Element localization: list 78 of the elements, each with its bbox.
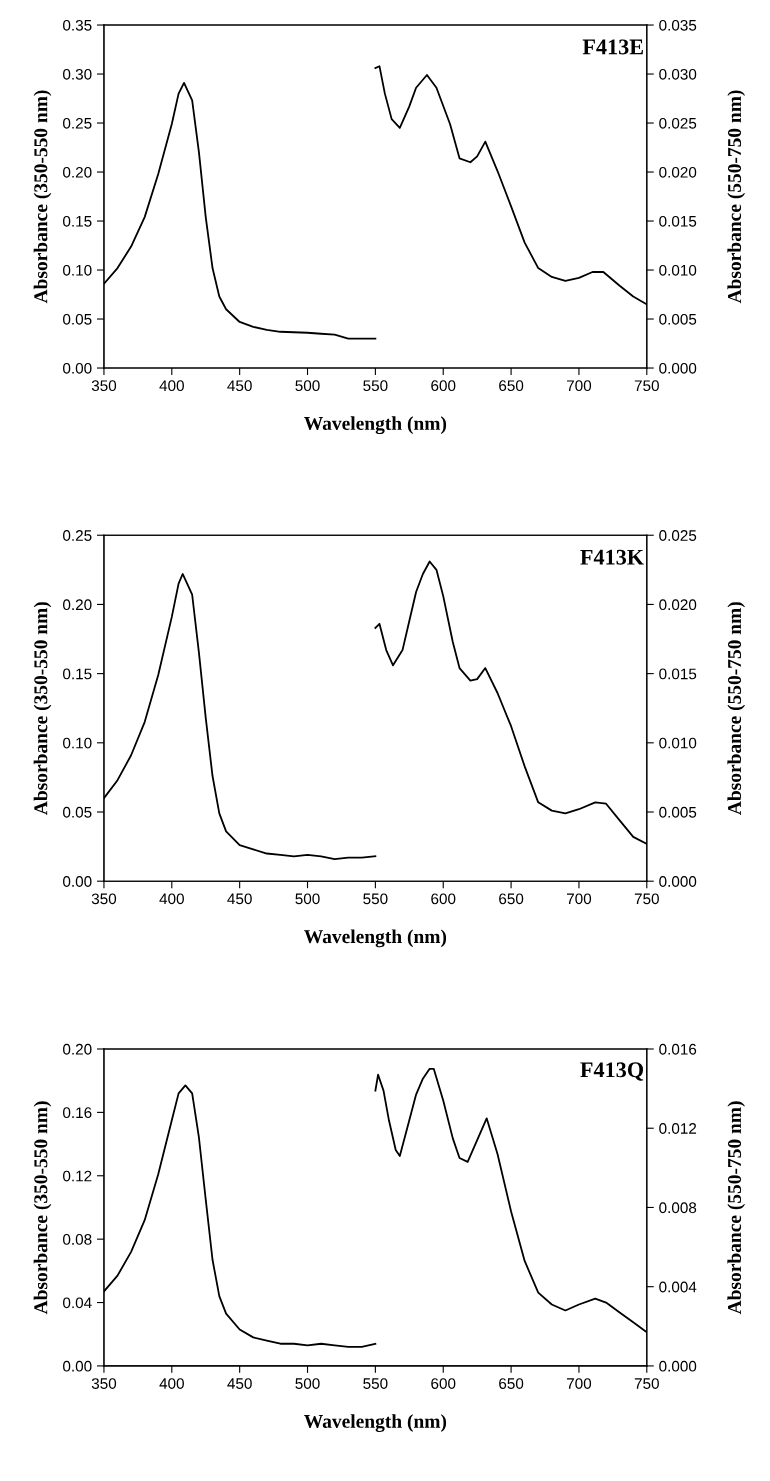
y-tick-label: 0.16 <box>63 1107 92 1119</box>
x-tick-label: 350 <box>91 1378 117 1389</box>
y2-axis-title: Absorbance (550-750 nm) <box>727 602 746 815</box>
y2-tick-label: 0.000 <box>659 876 697 887</box>
x-tick-label: 350 <box>91 380 117 392</box>
x-tick-label: 450 <box>227 893 252 905</box>
y2-tick-label: 0.010 <box>659 264 697 276</box>
y-axis-title: Absorbance (350-550 nm) <box>33 1101 52 1315</box>
x-tick-label: 650 <box>499 893 524 905</box>
y2-tick-label: 0.020 <box>659 166 697 178</box>
y2-tick-label: 0.005 <box>659 313 697 325</box>
y-tick-label: 0.15 <box>63 215 92 227</box>
annotation: F413E <box>582 39 643 55</box>
x-tick-label: 350 <box>91 893 117 905</box>
y-tick-label: 0.00 <box>63 362 92 374</box>
x-tick-label: 500 <box>295 380 320 392</box>
y2-tick-label: 0.030 <box>659 68 697 80</box>
y2-tick-label: 0.008 <box>659 1202 697 1214</box>
x-tick-label: 500 <box>295 1378 320 1389</box>
x-axis-title: Wavelength (nm) <box>304 1414 447 1432</box>
x-tick-label: 750 <box>634 380 659 392</box>
y-tick-label: 0.20 <box>63 599 92 611</box>
y-tick-label: 0.25 <box>63 117 92 129</box>
y-tick-label: 0.25 <box>63 530 92 541</box>
y2-tick-label: 0.025 <box>659 117 697 129</box>
y-tick-label: 0.10 <box>63 737 92 749</box>
x-tick-label: 550 <box>363 380 388 392</box>
x-tick-label: 500 <box>295 893 320 905</box>
x-tick-label: 700 <box>566 1378 592 1389</box>
y2-tick-label: 0.020 <box>659 599 697 611</box>
y-tick-label: 0.12 <box>63 1170 92 1182</box>
x-tick-label: 750 <box>634 1378 659 1389</box>
y2-axis-title: Absorbance (550-750 nm) <box>727 90 746 304</box>
x-tick-label: 600 <box>431 1378 456 1389</box>
y2-tick-label: 0.025 <box>659 530 697 541</box>
y-tick-label: 0.00 <box>63 1360 92 1372</box>
x-tick-label: 550 <box>363 1378 388 1389</box>
y2-tick-label: 0.016 <box>659 1043 697 1055</box>
y2-tick-label: 0.012 <box>659 1123 697 1134</box>
y-tick-label: 0.20 <box>63 166 92 178</box>
y2-tick-label: 0.015 <box>659 668 697 680</box>
x-axis-title: Wavelength (nm) <box>304 416 447 435</box>
y2-tick-label: 0.000 <box>659 362 697 374</box>
y-tick-label: 0.08 <box>63 1234 92 1245</box>
y-tick-label: 0.15 <box>63 668 92 680</box>
x-tick-label: 400 <box>159 1378 184 1389</box>
x-tick-label: 600 <box>431 893 456 905</box>
y2-axis-title: Absorbance (550-750 nm) <box>727 1101 746 1315</box>
annotation: F413Q <box>580 1062 644 1081</box>
y2-tick-label: 0.035 <box>659 19 697 31</box>
y-tick-label: 0.04 <box>63 1297 92 1309</box>
y-tick-label: 0.35 <box>63 19 92 31</box>
y-tick-label: 0.20 <box>63 1043 92 1055</box>
x-axis-title: Wavelength (nm) <box>304 929 447 948</box>
y2-tick-label: 0.005 <box>659 806 697 818</box>
y-tick-label: 0.05 <box>63 313 92 325</box>
x-tick-label: 650 <box>499 1378 524 1389</box>
x-tick-label: 400 <box>159 380 184 392</box>
y2-tick-label: 0.000 <box>659 1360 697 1372</box>
x-tick-label: 550 <box>363 893 388 905</box>
x-tick-label: 700 <box>566 893 592 905</box>
y-tick-label: 0.30 <box>63 68 92 80</box>
x-tick-label: 450 <box>227 380 252 392</box>
y2-tick-label: 0.004 <box>659 1281 697 1293</box>
y2-tick-label: 0.010 <box>659 737 697 749</box>
x-tick-label: 600 <box>431 380 456 392</box>
x-tick-label: 700 <box>566 380 592 392</box>
annotation: F413K <box>580 549 644 565</box>
y-axis-title: Absorbance (350-550 nm) <box>33 602 52 815</box>
y2-tick-label: 0.015 <box>659 215 697 227</box>
y-axis-title: Absorbance (350-550 nm) <box>33 90 52 304</box>
x-tick-label: 400 <box>159 893 184 905</box>
x-tick-label: 650 <box>499 380 524 392</box>
y-tick-label: 0.00 <box>63 876 92 887</box>
x-tick-label: 450 <box>227 1378 252 1389</box>
y-tick-label: 0.05 <box>63 806 92 818</box>
y-tick-label: 0.10 <box>63 264 92 276</box>
x-tick-label: 750 <box>634 893 659 905</box>
